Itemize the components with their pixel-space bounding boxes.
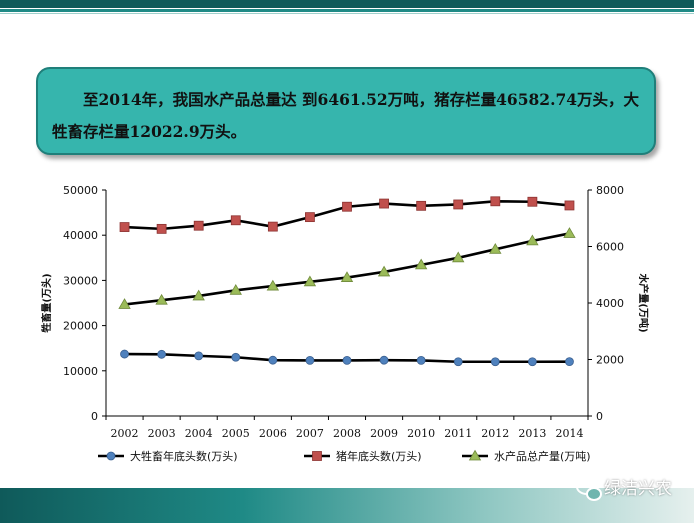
data-point bbox=[305, 356, 315, 365]
data-point bbox=[563, 227, 576, 238]
data-point bbox=[342, 356, 352, 365]
data-point bbox=[192, 289, 205, 301]
data-point bbox=[379, 355, 389, 365]
legend-label: 水产品总产量(万吨) bbox=[494, 449, 591, 463]
right-tick-label: 2000 bbox=[596, 354, 624, 367]
legend-marker bbox=[106, 451, 116, 461]
right-axis-title: 水产量(万吨) bbox=[637, 272, 650, 332]
data-point bbox=[156, 223, 167, 234]
data-point bbox=[489, 243, 502, 254]
data-point bbox=[490, 196, 501, 207]
left-tick-label: 50000 bbox=[63, 184, 98, 197]
summary-text: 至2014年，我国水产品总量达 到6461.52万吨，猪存栏量46582.74万… bbox=[52, 90, 640, 141]
left-tick-label: 10000 bbox=[63, 365, 98, 378]
right-tick-label: 8000 bbox=[596, 184, 624, 197]
x-tick-label: 2002 bbox=[111, 427, 139, 440]
data-point bbox=[155, 293, 168, 305]
data-point bbox=[416, 200, 427, 211]
data-point bbox=[194, 351, 204, 361]
left-axis-title: 牲畜量(万头) bbox=[40, 273, 53, 332]
x-tick-label: 2008 bbox=[333, 427, 361, 440]
header-accent-line bbox=[0, 9, 694, 12]
x-tick-label: 2010 bbox=[407, 427, 435, 440]
x-tick-label: 2006 bbox=[259, 427, 287, 440]
right-tick-label: 6000 bbox=[596, 241, 624, 254]
data-point bbox=[231, 352, 241, 362]
right-tick-label: 4000 bbox=[596, 297, 624, 310]
data-point bbox=[118, 298, 131, 309]
data-point bbox=[157, 349, 167, 359]
watermark-text: 绿洁兴农 bbox=[604, 479, 672, 499]
left-tick-label: 40000 bbox=[63, 229, 98, 242]
left-tick-label: 0 bbox=[91, 410, 98, 423]
data-point bbox=[267, 221, 278, 232]
data-point bbox=[119, 222, 130, 232]
x-tick-label: 2011 bbox=[444, 427, 472, 440]
wechat-icon bbox=[576, 478, 602, 501]
data-point bbox=[527, 196, 538, 207]
header-band bbox=[0, 0, 694, 8]
x-tick-label: 2009 bbox=[370, 427, 398, 440]
data-point bbox=[340, 271, 354, 282]
x-tick-label: 2005 bbox=[222, 427, 250, 440]
left-tick-label: 20000 bbox=[63, 320, 98, 333]
data-point bbox=[416, 356, 426, 365]
x-tick-label: 2004 bbox=[185, 427, 213, 440]
data-point bbox=[379, 198, 389, 209]
data-point bbox=[342, 201, 352, 212]
legend-marker bbox=[312, 451, 322, 461]
data-point bbox=[564, 200, 575, 211]
series-line bbox=[124, 232, 570, 306]
data-point bbox=[266, 279, 280, 291]
data-point bbox=[527, 357, 537, 367]
x-tick-label: 2003 bbox=[148, 427, 176, 440]
legend-label: 猪年底头数(万头) bbox=[336, 449, 422, 463]
footer-band bbox=[0, 488, 694, 523]
data-point bbox=[526, 234, 539, 246]
legend-marker bbox=[468, 449, 482, 461]
data-point bbox=[303, 275, 317, 287]
data-point bbox=[268, 355, 278, 365]
data-point bbox=[565, 357, 574, 367]
header-thin-line bbox=[0, 13, 694, 14]
x-tick-label: 2007 bbox=[296, 427, 324, 440]
data-point bbox=[490, 357, 500, 367]
summary-callout: 至2014年，我国水产品总量达 到6461.52万吨，猪存栏量46582.74万… bbox=[36, 67, 656, 155]
left-tick-label: 30000 bbox=[63, 274, 98, 287]
data-point bbox=[193, 220, 204, 231]
data-point bbox=[120, 349, 129, 359]
data-point bbox=[230, 215, 241, 226]
data-point bbox=[453, 357, 463, 367]
right-tick-label: 0 bbox=[596, 410, 603, 423]
x-tick-label: 2013 bbox=[518, 427, 546, 440]
legend-label: 大牲畜年底头数(万头) bbox=[130, 449, 238, 463]
watermark: 绿洁兴农 bbox=[576, 474, 672, 501]
data-point bbox=[452, 251, 465, 263]
data-point bbox=[229, 283, 242, 295]
data-point bbox=[414, 258, 428, 270]
data-point bbox=[377, 265, 391, 277]
data-point bbox=[453, 199, 464, 210]
x-tick-label: 2014 bbox=[555, 427, 583, 440]
x-tick-label: 2012 bbox=[481, 427, 509, 440]
data-point bbox=[305, 212, 315, 223]
